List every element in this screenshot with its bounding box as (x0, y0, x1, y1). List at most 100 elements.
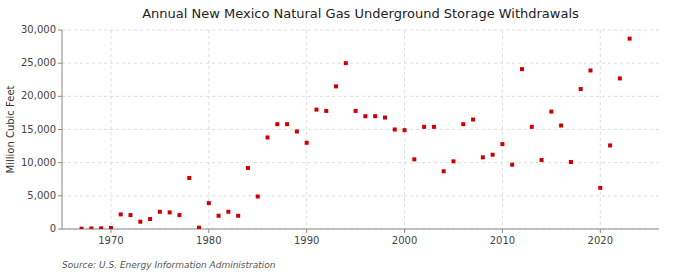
grid-line-x (110, 30, 111, 229)
x-tick (208, 229, 209, 233)
y-tick (58, 195, 62, 196)
y-tick (58, 96, 62, 97)
point (207, 201, 211, 205)
point (403, 128, 407, 132)
x-tick-label: 2000 (392, 235, 417, 246)
point (412, 157, 416, 161)
point (363, 114, 367, 118)
y-tick-label: 5,000 (27, 190, 56, 201)
y-axis-label: Million Cubic Feet (5, 85, 16, 173)
points (80, 37, 632, 229)
point (422, 125, 426, 129)
point (246, 166, 250, 170)
point (168, 210, 172, 214)
point (324, 109, 328, 113)
point (373, 114, 377, 118)
point (491, 153, 495, 157)
y-tick (58, 30, 62, 31)
point (618, 76, 622, 80)
y-tick-label: 15,000 (21, 124, 56, 135)
point (598, 186, 602, 190)
y-tick (58, 63, 62, 64)
x-tick (600, 229, 601, 233)
point (256, 194, 260, 198)
point (148, 217, 152, 221)
point (383, 116, 387, 120)
point (588, 68, 592, 72)
point (158, 210, 162, 214)
point (608, 143, 612, 147)
point (334, 84, 338, 88)
point (559, 124, 563, 128)
point (569, 160, 573, 164)
point (432, 125, 436, 129)
point (226, 210, 230, 214)
point (549, 110, 553, 114)
point (520, 67, 524, 71)
point (99, 226, 103, 229)
grid-line-x (600, 30, 601, 229)
x-tick (404, 229, 405, 233)
point (461, 122, 465, 126)
grid-line-x (502, 30, 503, 229)
point (119, 212, 123, 216)
grid-line-y (62, 229, 659, 230)
grid-line-x (208, 30, 209, 229)
point (354, 109, 358, 113)
point (266, 135, 270, 139)
point (138, 220, 142, 224)
grid-line-y (62, 96, 659, 97)
point (236, 214, 240, 218)
point (530, 125, 534, 129)
point (129, 213, 133, 217)
grid-line-y (62, 30, 659, 31)
point (393, 128, 397, 132)
grid (62, 30, 659, 229)
grid-line-y (62, 63, 659, 64)
point (285, 122, 289, 126)
x-tick (502, 229, 503, 233)
x-tick-label: 2010 (490, 235, 515, 246)
point (305, 141, 309, 145)
y-tick (58, 229, 62, 230)
point (451, 159, 455, 163)
point (500, 142, 504, 146)
point (275, 122, 279, 126)
point (628, 37, 632, 41)
title: Annual New Mexico Natural Gas Undergroun… (142, 6, 579, 21)
point (89, 226, 93, 229)
x-tick (306, 229, 307, 233)
point (197, 226, 201, 229)
point (579, 87, 583, 91)
point (295, 129, 299, 133)
point (481, 155, 485, 159)
y-tick-label: 0 (50, 223, 56, 234)
y-tick-label: 25,000 (21, 57, 56, 68)
point (471, 118, 475, 122)
point (217, 214, 221, 218)
x-tick-label: 1970 (98, 235, 123, 246)
x-tick-label: 2020 (588, 235, 613, 246)
chart: 0 5,000 10,000 15,000 20,000 25,000 30,000 1970… (0, 0, 675, 275)
y-tick-label: 30,000 (21, 24, 56, 35)
point (177, 213, 181, 217)
grid-line-y (62, 129, 659, 130)
point (442, 169, 446, 173)
x-tick-label: 1990 (294, 235, 319, 246)
y-tick-label: 20,000 (21, 90, 56, 101)
y-tick-label: 10,000 (21, 157, 56, 168)
point (187, 176, 191, 180)
grid-line-y (62, 195, 659, 196)
point (344, 61, 348, 65)
x-axis-line (62, 229, 659, 230)
point (80, 227, 84, 229)
x-tick-label: 1980 (196, 235, 221, 246)
point (540, 158, 544, 162)
y-tick (58, 162, 62, 163)
point (510, 163, 514, 167)
source-note: Source: U.S. Energy Information Administ… (62, 260, 276, 270)
x-tick (110, 229, 111, 233)
point (109, 226, 113, 229)
point (314, 108, 318, 112)
ticks: 0 5,000 10,000 15,000 20,000 25,000 30,000 1970… (21, 24, 613, 246)
